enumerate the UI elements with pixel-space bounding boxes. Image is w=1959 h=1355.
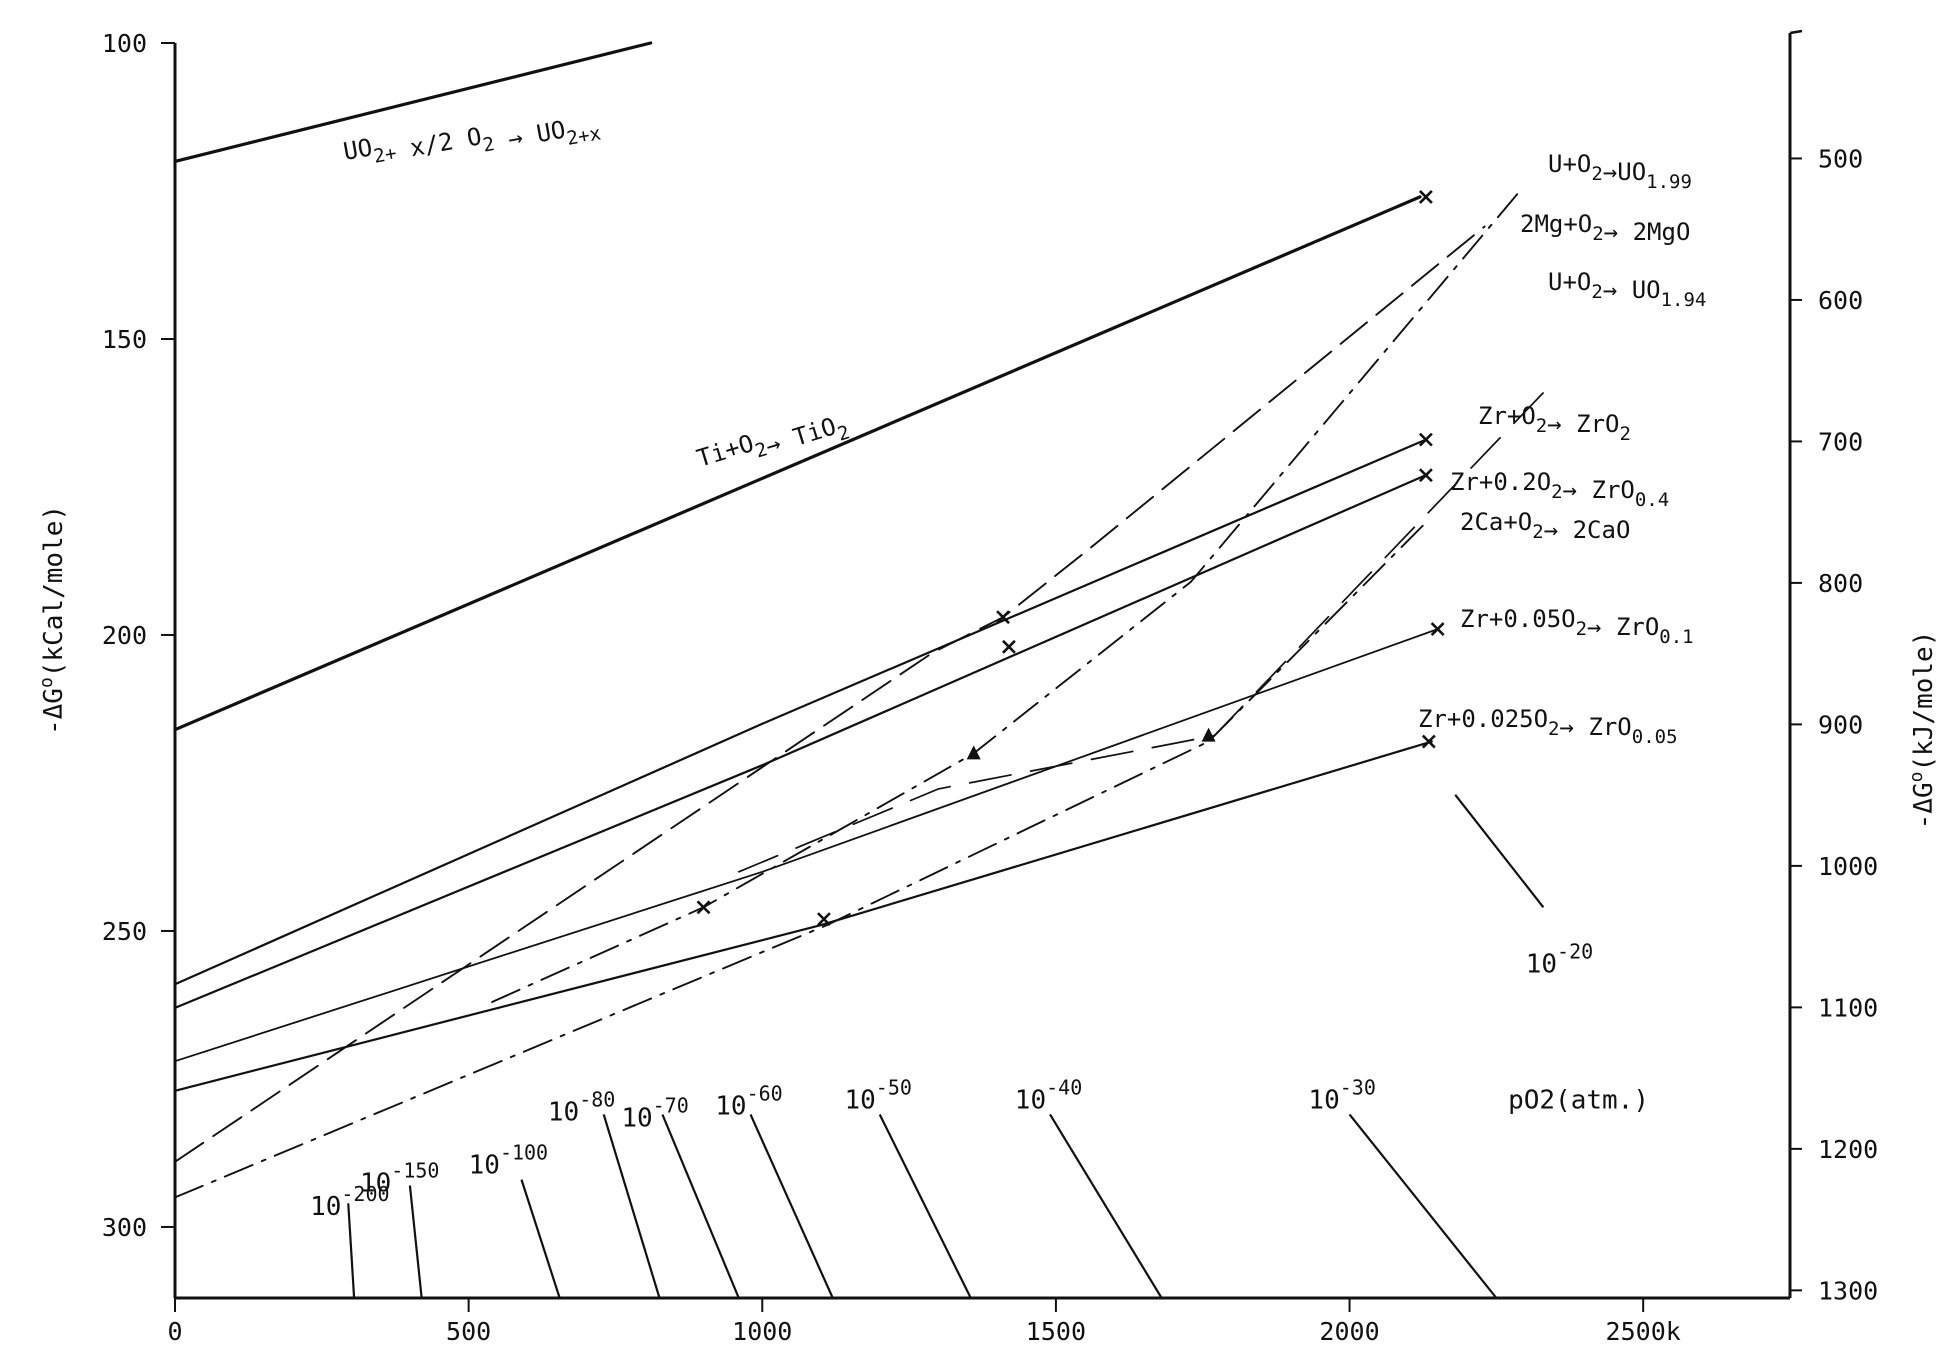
po2-isobar-line: [602, 1114, 661, 1299]
po2-isobar-line: [520, 1179, 561, 1299]
y2-tick-label: 1100: [1818, 993, 1878, 1022]
y2-tick-label: 600: [1818, 286, 1863, 315]
series-line-4: [174, 628, 1439, 1063]
series-line-2: [173, 438, 1428, 986]
curve-label-uo2x: UO2+ x/2 O2 → UO2+x: [341, 94, 602, 189]
x-tick-label: 1500: [1026, 1317, 1086, 1346]
x-tick-label: 2000: [1319, 1317, 1379, 1346]
po2-isobar-line: [1348, 1113, 1498, 1299]
y2-tick-label: 700: [1818, 427, 1863, 456]
y-axis-title-left: -ΔGo(kCal/mole): [36, 505, 69, 735]
x-tick-label: 500: [446, 1317, 491, 1346]
x-marker: [817, 912, 831, 927]
series-line-8: [737, 379, 1556, 873]
curve-label-uo199: U+O2→UO1.99: [1548, 150, 1692, 193]
series-line-7: [491, 190, 1521, 1003]
po2-isobar-label: 10-100: [469, 1141, 548, 1181]
y2-tick-label: 900: [1818, 710, 1863, 739]
x-marker: [1418, 189, 1433, 204]
series-line-1: [173, 195, 1422, 732]
labels-group: UO2+ x/2 O2 → UO2+xTi+O2→ TiO2U+O2→UO1.9…: [341, 94, 1706, 748]
po2-isobar-label: 10-30: [1308, 1076, 1375, 1116]
po2-isobar-line: [1049, 1113, 1163, 1299]
po2-isobar-label: 10-80: [548, 1087, 615, 1127]
curve-label-zro01: Zr+0.05O2→ ZrO0.1: [1460, 605, 1694, 648]
triangle-marker: [966, 745, 981, 760]
y-axis-right-cap: [1789, 29, 1803, 35]
curve-label-uo194: U+O2→ UO1.94: [1548, 268, 1706, 311]
y2-tick-label: 1000: [1818, 852, 1878, 881]
po2-isobar-label: 10-200: [310, 1182, 389, 1222]
y2-tick-label: 1300: [1818, 1276, 1878, 1305]
x-tick-label: 0: [167, 1317, 182, 1346]
series-line-0: [173, 41, 653, 163]
curve-label-cao: 2Ca+O2→ 2CaO: [1460, 508, 1630, 544]
x-marker: [1421, 734, 1436, 749]
x-tick-label: 1000: [732, 1317, 792, 1346]
series-line-3: [173, 474, 1428, 1010]
y-tick-label: 250: [102, 917, 147, 946]
curve-label-mgo: 2Mg+O2→ 2MgO: [1520, 210, 1690, 246]
curve-label-zro005: Zr+0.025O2→ ZrO0.05: [1418, 705, 1678, 748]
y-tick-label: 100: [102, 29, 147, 58]
triangle-marker: [1201, 727, 1216, 742]
po2-isobar-label: 10-50: [844, 1076, 911, 1116]
po2-axis-label: pO2(atm.): [1508, 1085, 1649, 1115]
series-group: [173, 41, 1556, 1199]
po2-isobar-label: 10-70: [621, 1093, 688, 1133]
po2-isobar-line: [878, 1113, 972, 1299]
y2-tick-label: 800: [1818, 569, 1863, 598]
y2-tick-label: 500: [1818, 144, 1863, 173]
po2-isobar-label: 10-40: [1015, 1076, 1082, 1116]
y2-tick-label: 1200: [1818, 1135, 1878, 1164]
x-marker: [1418, 468, 1433, 483]
po2-isobar-line: [347, 1203, 356, 1299]
x-marker: [1002, 639, 1016, 654]
po2-isobar-line: [408, 1185, 423, 1299]
x-marker: [696, 900, 711, 915]
y-tick-label: 200: [102, 621, 147, 650]
po2-isobar-line: [1454, 794, 1545, 908]
y-tick-label: 150: [102, 325, 147, 354]
po2-isobar-label: 10-20: [1526, 939, 1593, 979]
x-marker: [996, 610, 1010, 625]
y-axis-title-right: -ΔGo(kJ/mole): [1906, 631, 1939, 830]
y-tick-label: 300: [102, 1213, 147, 1242]
markers-group: [696, 189, 1445, 927]
series-line-9: [174, 521, 1427, 1199]
po2-isobar-label: 10-60: [715, 1081, 782, 1121]
po2-isobar-label: 10-150: [360, 1158, 439, 1198]
x-marker: [1418, 432, 1433, 447]
po2-isobar-line: [661, 1114, 740, 1299]
series-line-5: [173, 740, 1433, 1092]
curve-label-zro04: Zr+0.2O2→ ZrO0.4: [1450, 468, 1669, 511]
axes-group: 0 500 1000 1500 2000 2500k 100 150 200 250 300 500 6…: [36, 29, 1939, 1346]
curve-label-zro2: Zr+O2→ ZrO2: [1478, 402, 1631, 445]
x-marker: [1430, 622, 1445, 636]
po2-isobar-line: [749, 1114, 834, 1299]
x-tick-label: 2500k: [1606, 1317, 1681, 1346]
